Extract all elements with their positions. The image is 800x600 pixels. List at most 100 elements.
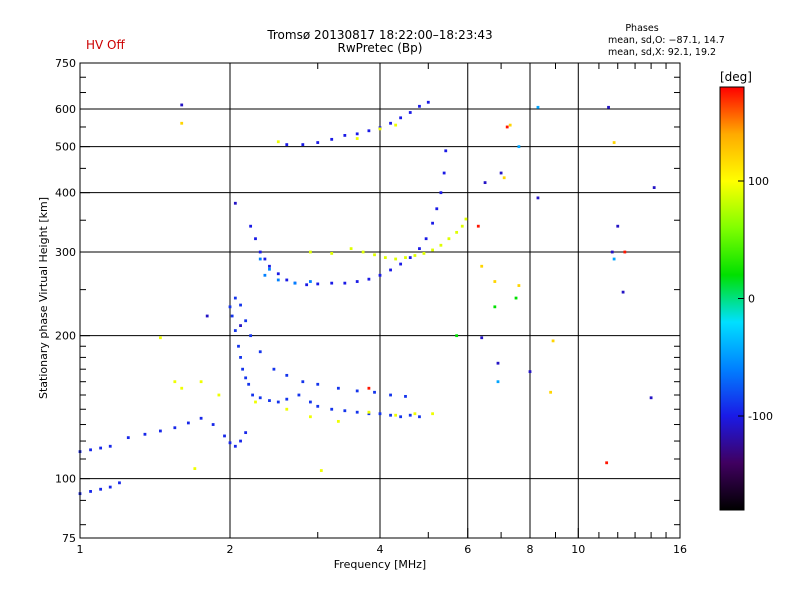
data-point	[254, 237, 257, 241]
data-point	[211, 423, 215, 426]
data-point	[126, 436, 130, 440]
data-point	[230, 314, 234, 318]
data-point	[180, 103, 184, 107]
data-point	[193, 467, 197, 470]
data-point	[89, 448, 92, 452]
data-point	[336, 386, 340, 390]
data-point	[367, 277, 371, 281]
data-point	[173, 426, 177, 430]
data-point	[528, 370, 532, 374]
data-point	[383, 256, 387, 259]
y-axis-label: Stationary phase Virtual Height [km]	[37, 197, 50, 399]
colorbar-label: [deg]	[720, 70, 752, 84]
y-tick-label: 500	[55, 141, 76, 154]
data-point	[309, 280, 312, 283]
data-point	[293, 281, 297, 285]
data-point	[205, 314, 209, 318]
data-point	[254, 400, 257, 404]
data-point	[455, 230, 459, 234]
colorbar-ticks: 100 0 -100	[738, 175, 773, 423]
data-point	[493, 280, 497, 283]
data-point	[159, 429, 162, 433]
data-point	[496, 380, 500, 384]
chart-subtitle: RwPretec (Bp)	[338, 41, 423, 55]
data-point	[159, 336, 162, 340]
data-point	[422, 252, 426, 255]
data-point	[223, 434, 226, 438]
data-point	[551, 339, 555, 343]
data-point	[258, 250, 262, 254]
data-point	[399, 415, 403, 419]
data-point	[263, 257, 267, 261]
data-point	[309, 250, 312, 254]
y-tick-label: 100	[55, 473, 76, 486]
data-point	[316, 404, 320, 408]
data-point	[610, 250, 614, 254]
data-point	[367, 410, 371, 414]
data-point	[621, 290, 625, 294]
data-point	[355, 280, 359, 283]
data-point	[460, 224, 464, 228]
x-tick-label: 16	[673, 543, 687, 556]
data-point	[536, 196, 540, 200]
data-point	[431, 221, 434, 225]
data-point	[180, 386, 184, 390]
data-point	[431, 248, 434, 252]
data-point	[549, 390, 553, 394]
data-point	[612, 257, 616, 261]
data-point	[404, 394, 407, 398]
data-point	[361, 250, 365, 254]
data-point	[605, 461, 609, 465]
data-point	[378, 273, 382, 277]
y-tick-labels: 75 100 200 300 400 500 600 750	[55, 57, 90, 545]
y-tick-label: 75	[62, 532, 76, 545]
x-tick-label: 6	[464, 543, 471, 556]
data-point	[249, 334, 253, 338]
x-tick-label: 8	[527, 543, 534, 556]
data-point	[258, 257, 262, 261]
data-point	[442, 171, 446, 175]
data-point	[394, 123, 398, 127]
x-tick-label: 1	[77, 543, 84, 556]
data-point	[330, 137, 334, 141]
data-point	[180, 121, 184, 125]
data-point	[612, 141, 616, 144]
data-point	[316, 382, 320, 386]
data-point	[251, 393, 254, 397]
data-point	[309, 415, 312, 419]
data-point	[239, 355, 242, 359]
data-point	[508, 123, 512, 127]
y-tick-label: 750	[55, 57, 76, 70]
data-point	[249, 224, 253, 228]
data-point	[408, 413, 412, 417]
data-point	[607, 105, 610, 109]
data-point	[285, 373, 289, 377]
data-point	[355, 132, 359, 136]
chart-title: Tromsø 20130817 18:22:00–18:23:43	[266, 28, 492, 42]
data-point	[418, 104, 421, 108]
data-point	[285, 397, 289, 401]
data-point	[233, 296, 237, 300]
data-point	[476, 224, 480, 228]
data-point	[276, 278, 280, 282]
data-point	[309, 400, 312, 404]
data-point	[186, 421, 190, 425]
data-point	[455, 334, 459, 338]
data-point	[199, 416, 203, 420]
data-point	[493, 305, 497, 309]
data-point	[505, 125, 509, 129]
data-point	[389, 121, 392, 125]
data-point	[343, 409, 347, 413]
data-point	[517, 284, 521, 287]
data-point	[258, 350, 262, 354]
x-tick-label: 10	[571, 543, 585, 556]
data-point	[496, 361, 500, 365]
x-tick-labels: 1 2 4 6 8 10 16	[77, 528, 687, 556]
data-point	[228, 305, 232, 309]
data-point	[394, 257, 398, 261]
x-tick-label: 4	[377, 543, 384, 556]
data-point	[517, 145, 521, 149]
data-point	[285, 143, 289, 146]
data-point	[404, 256, 407, 259]
colorbar-tick-label: -100	[748, 410, 773, 423]
